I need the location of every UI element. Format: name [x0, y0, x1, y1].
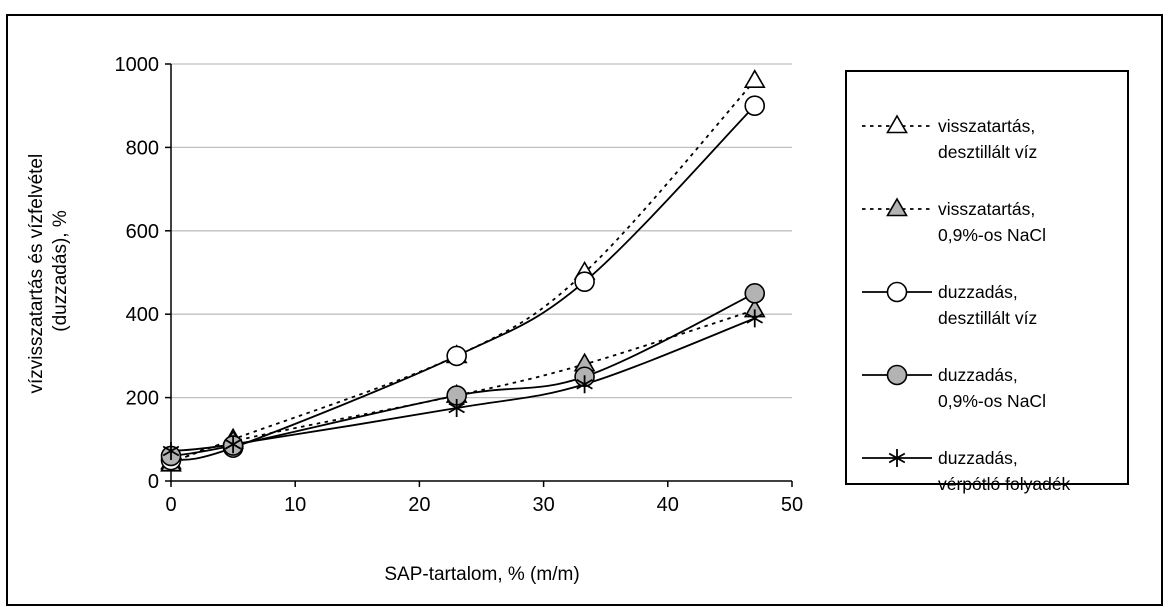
legend-marker-3 [886, 281, 908, 303]
series-5-point-2 [224, 435, 242, 454]
x-tick-label-1: 10 [284, 494, 306, 516]
series-line-4 [170, 292, 756, 457]
y-axis-title-line-1: vízvisszatartás és vízfelvétel [26, 154, 47, 394]
legend-label-5-line-2: vérpótló folyadék [938, 474, 1071, 494]
legend-label-3-line-2: desztillált víz [938, 308, 1037, 328]
y-axis-title-line-2: (duzzadás), % [50, 210, 71, 332]
series-5-point-5 [746, 309, 764, 328]
tick-labels: 0 200 400 600 800 1000 0 10 20 30 40 50 [115, 54, 804, 516]
series-5-point-4 [576, 375, 593, 394]
legend-entry-3: duzzadás, desztillált víz [862, 281, 1037, 328]
x-tick-label-4: 40 [657, 494, 679, 516]
legend-marker-1 [886, 114, 908, 134]
legend-marker-2 [886, 197, 908, 217]
legend-marker-4 [886, 364, 908, 386]
legend-label-2: visszatartás, 0,9%-os NaCl [938, 199, 1046, 245]
y-tick-label-1: 200 [126, 388, 159, 410]
legend-marker-5 [888, 449, 906, 467]
legend-label-4: duzzadás, 0,9%-os NaCl [938, 365, 1046, 411]
series-3-point-5 [744, 95, 766, 116]
x-axis-title: SAP-tartalom, % (m/m) [384, 564, 579, 585]
gridlines [171, 63, 792, 399]
legend-label-5: duzzadás, vérpótló folyadék [938, 448, 1071, 494]
y-tick-label-5: 1000 [115, 54, 160, 76]
series-5-point-1 [162, 441, 180, 460]
axes [165, 63, 793, 487]
series-4-point-5 [744, 283, 766, 304]
legend-label-2-line-1: visszatartás, [938, 199, 1035, 219]
y-axis-title: vízvisszatartás és vízfelvétel (duzzadás… [26, 149, 71, 394]
x-tick-label-5: 50 [781, 494, 803, 516]
legend-label-1: visszatartás, desztillált víz [938, 116, 1037, 162]
legend-label-1-line-1: visszatartás, [938, 116, 1035, 136]
series-line-2 [170, 309, 756, 466]
series-layer [160, 69, 766, 472]
y-tick-label-3: 600 [126, 221, 159, 243]
x-tick-label-2: 20 [408, 494, 430, 516]
legend-label-4-line-1: duzzadás, [938, 365, 1018, 385]
legend-label-3-line-1: duzzadás, [938, 282, 1018, 302]
x-tick-label-0: 0 [165, 494, 176, 516]
series-3-point-3 [446, 345, 467, 367]
y-tick-label-0: 0 [148, 471, 159, 493]
legend-label-2-line-2: 0,9%-os NaCl [938, 225, 1046, 245]
x-tick-label-3: 30 [532, 494, 554, 516]
legend-entry-4: duzzadás, 0,9%-os NaCl [862, 364, 1046, 411]
legend-box [845, 70, 1129, 485]
series-5-point-3 [448, 399, 465, 418]
legend-entry-2: visszatartás, 0,9%-os NaCl [862, 197, 1046, 245]
legend-label-4-line-2: 0,9%-os NaCl [938, 391, 1046, 411]
legend-label-1-line-2: desztillált víz [938, 142, 1037, 162]
y-tick-label-4: 800 [126, 137, 159, 159]
series-3-point-4 [574, 271, 595, 292]
y-tick-label-2: 400 [126, 304, 159, 326]
legend-label-5-line-1: duzzadás, [938, 448, 1018, 468]
legend-entry-1: visszatartás, desztillált víz [862, 114, 1037, 162]
series-1-point-5 [743, 69, 766, 88]
legend-label-3: duzzadás, desztillált víz [938, 282, 1037, 328]
legend-entry-5: duzzadás, vérpótló folyadék [862, 448, 1071, 494]
legend: visszatartás, desztillált vízvisszatartás… [845, 70, 1129, 494]
